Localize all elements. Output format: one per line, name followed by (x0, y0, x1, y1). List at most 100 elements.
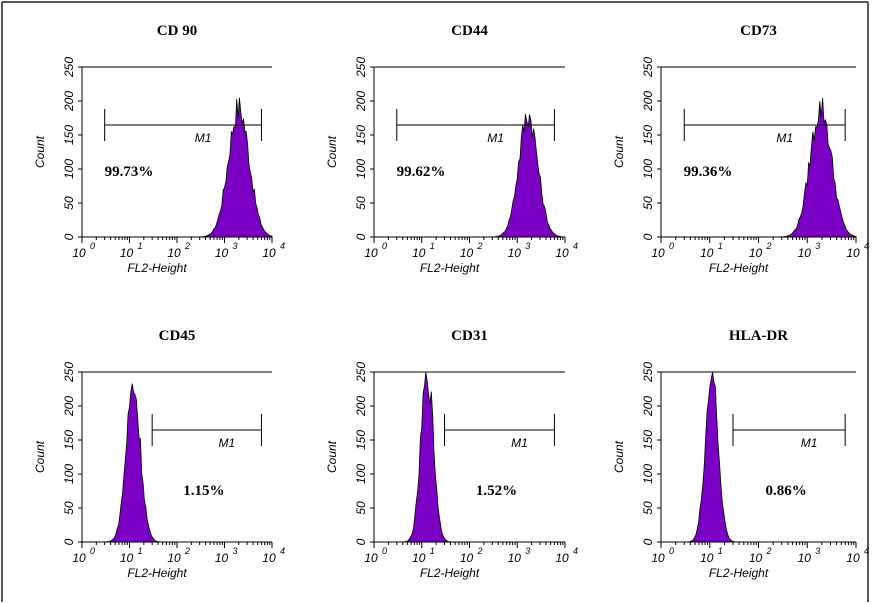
x-axis-title: FL2-Height (127, 261, 187, 275)
panel-title: CD44 (451, 23, 488, 39)
x-tick-label-exponent: 4 (864, 241, 869, 251)
y-tick-label: 0 (62, 538, 76, 545)
gate-label: M1 (218, 436, 235, 450)
x-tick-label-base: 10 (460, 246, 474, 260)
x-tick-label-exponent: 2 (477, 241, 483, 251)
y-tick-label: 150 (641, 125, 655, 145)
x-tick-label-base: 10 (700, 551, 714, 565)
x-tick-label-base: 10 (167, 246, 181, 260)
x-tick-label-base: 10 (555, 246, 569, 260)
y-tick-label: 50 (354, 196, 368, 210)
y-tick-label: 100 (62, 159, 76, 179)
x-tick-label-exponent: 2 (477, 546, 483, 556)
x-tick-label-exponent: 1 (718, 546, 723, 556)
x-tick-label-exponent: 0 (90, 546, 95, 556)
x-tick-label-exponent: 3 (525, 241, 530, 251)
y-axis-title: Count (612, 440, 626, 473)
y-tick-label: 250 (62, 362, 76, 383)
x-tick-label-exponent: 1 (430, 241, 435, 251)
x-tick-label-exponent: 1 (138, 546, 143, 556)
y-tick-label: 250 (354, 362, 368, 383)
x-tick-label-base: 10 (120, 551, 134, 565)
y-tick-label: 100 (354, 159, 368, 179)
panel-title: CD31 (451, 328, 488, 344)
y-tick-label: 200 (354, 396, 368, 417)
y-axis-title: Count (33, 440, 47, 473)
x-tick-label-base: 10 (651, 551, 665, 565)
gate-percentage: 99.62% (397, 164, 446, 180)
y-tick-label: 50 (62, 501, 76, 515)
y-tick-label: 200 (641, 396, 655, 417)
y-tick-label: 100 (641, 464, 655, 484)
y-tick-label: 250 (354, 57, 368, 78)
y-tick-label: 150 (62, 430, 76, 450)
y-axis-title: Count (325, 440, 339, 473)
y-tick-label: 150 (62, 125, 76, 145)
gate-label: M1 (195, 131, 212, 145)
gate-label: M1 (487, 131, 504, 145)
x-tick-label-exponent: 3 (525, 546, 530, 556)
x-tick-label-base: 10 (700, 246, 714, 260)
y-tick-label: 150 (641, 430, 655, 450)
x-tick-label-exponent: 0 (382, 546, 387, 556)
x-axis-title: FL2-Height (709, 566, 769, 580)
x-tick-label-base: 10 (749, 246, 763, 260)
x-tick-label-base: 10 (749, 551, 763, 565)
y-tick-label: 50 (354, 501, 368, 515)
y-tick-label: 0 (62, 233, 76, 240)
y-tick-label: 50 (641, 501, 655, 515)
x-tick-label-base: 10 (215, 551, 229, 565)
x-tick-label-exponent: 1 (718, 241, 723, 251)
gate-label: M1 (511, 436, 528, 450)
gate-percentage: 99.36% (684, 164, 733, 180)
histogram-area (82, 383, 272, 543)
y-tick-label: 50 (641, 196, 655, 210)
x-tick-label-base: 10 (508, 551, 522, 565)
panel-title: CD73 (740, 23, 777, 39)
histogram-area (374, 371, 565, 543)
panel-title: CD 90 (157, 23, 197, 39)
x-tick-label-base: 10 (460, 551, 474, 565)
x-axis-title: FL2-Height (127, 566, 187, 580)
y-tick-label: 200 (62, 396, 76, 417)
x-tick-label-base: 10 (651, 246, 665, 260)
x-tick-label-exponent: 2 (766, 241, 772, 251)
gate-percentage: 1.15% (183, 483, 224, 499)
x-tick-label-exponent: 4 (573, 546, 578, 556)
x-tick-label-exponent: 3 (233, 546, 238, 556)
x-tick-label-base: 10 (120, 246, 134, 260)
x-tick-label-base: 10 (846, 246, 860, 260)
y-tick-label: 200 (62, 91, 76, 112)
x-tick-label-base: 10 (72, 246, 86, 260)
y-tick-label: 200 (641, 91, 655, 112)
x-tick-label-exponent: 0 (669, 546, 674, 556)
x-tick-label-exponent: 0 (90, 241, 95, 251)
y-tick-label: 50 (62, 196, 76, 210)
histogram-area (661, 371, 856, 543)
y-tick-label: 0 (354, 538, 368, 545)
y-tick-label: 100 (62, 464, 76, 484)
y-tick-label: 250 (62, 57, 76, 78)
x-tick-label-exponent: 4 (573, 241, 578, 251)
panel-title: HLA-DR (729, 328, 788, 344)
x-tick-label-base: 10 (508, 246, 522, 260)
x-tick-label-exponent: 2 (184, 546, 190, 556)
x-tick-label-exponent: 0 (382, 241, 387, 251)
x-tick-label-base: 10 (798, 551, 812, 565)
x-tick-label-base: 10 (798, 246, 812, 260)
y-tick-label: 150 (354, 125, 368, 145)
y-tick-label: 100 (641, 159, 655, 179)
x-tick-label-exponent: 4 (280, 546, 285, 556)
y-tick-label: 150 (354, 430, 368, 450)
y-tick-label: 250 (641, 57, 655, 78)
x-tick-label-exponent: 3 (815, 241, 820, 251)
x-tick-label-exponent: 2 (766, 546, 772, 556)
x-tick-label-base: 10 (72, 551, 86, 565)
x-tick-label-base: 10 (412, 551, 426, 565)
